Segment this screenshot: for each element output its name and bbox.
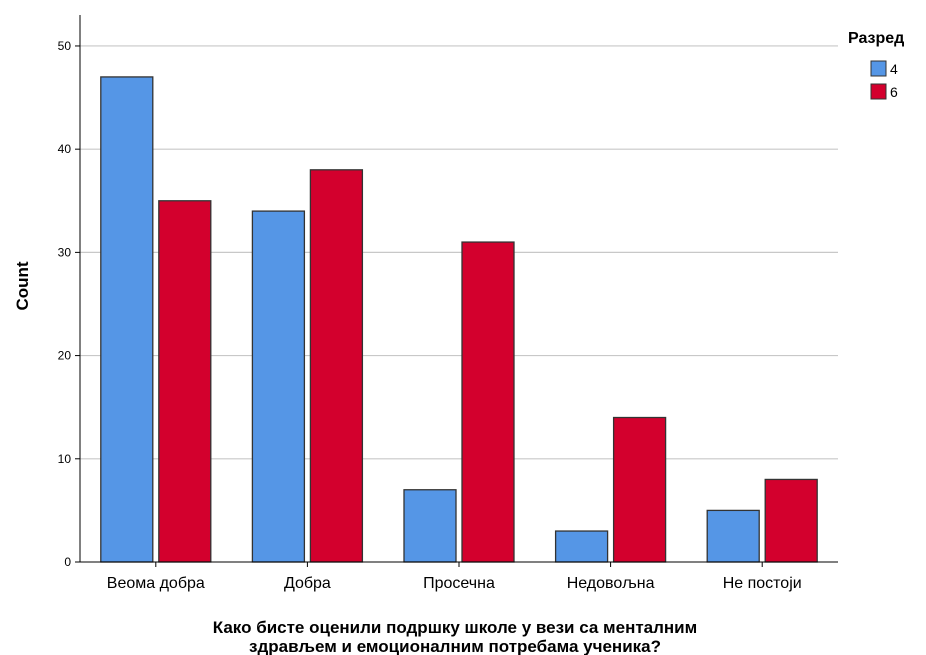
y-tick-label: 20 (58, 349, 72, 363)
x-category-label: Просечна (423, 575, 495, 592)
bar-series-4 (100, 76, 154, 563)
y-tick-label: 40 (58, 142, 72, 156)
legend-swatch (870, 83, 887, 100)
x-axis-title-line-2: здрављем и емоционалним потребама ученик… (249, 637, 661, 655)
bars (100, 76, 818, 563)
y-tick-label: 50 (58, 39, 72, 53)
bar-series-6 (158, 200, 212, 563)
y-tick-label: 10 (58, 452, 72, 466)
x-category-label: Недовољна (567, 575, 655, 592)
legend-label: 6 (890, 84, 898, 100)
bar-series-4 (251, 210, 306, 563)
axes (75, 15, 838, 567)
legend-swatch (870, 60, 887, 77)
bar-series-4 (403, 489, 457, 563)
legend-label: 4 (890, 61, 898, 77)
y-axis-title: Count (13, 261, 32, 310)
bar-series-6 (764, 478, 818, 563)
x-axis-title-line-1: Како бисте оценили подршку школе у вези … (213, 618, 697, 637)
labels: 0 10 20 30 40 50 Веома добра Добра Просечна Недов… (58, 39, 802, 592)
bar-series-6 (309, 169, 364, 563)
bar-series-4 (554, 530, 609, 563)
bar-series-4 (706, 509, 760, 563)
bar-series-6 (612, 416, 667, 563)
bar-series-6 (461, 241, 515, 563)
legend-title: Разред (848, 30, 904, 47)
legend: Разред 4 6 (848, 30, 904, 100)
x-category-label: Не постоји (723, 575, 802, 592)
y-tick-label: 30 (58, 245, 72, 259)
x-category-label: Веома добра (107, 575, 205, 592)
y-tick-label: 0 (64, 555, 71, 569)
x-category-label: Добра (284, 575, 331, 592)
